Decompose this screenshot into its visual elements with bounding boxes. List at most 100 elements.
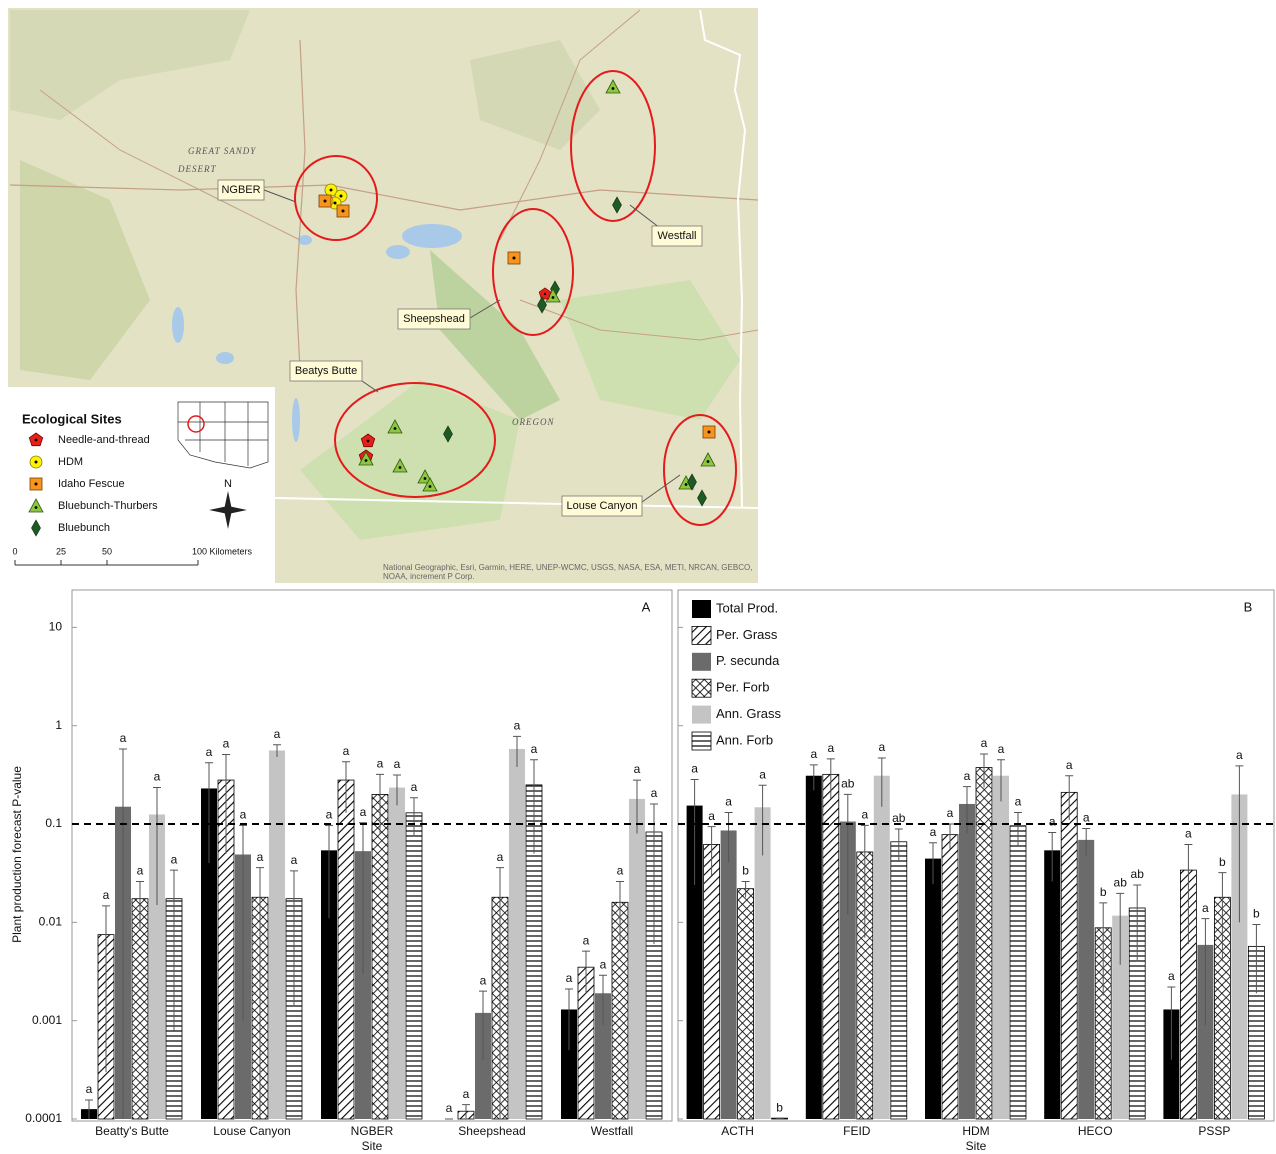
bar bbox=[389, 788, 405, 1119]
y-tick-label: 0.0001 bbox=[25, 1111, 62, 1125]
bar bbox=[942, 835, 958, 1119]
attribution: National Geographic, Esri, Garmin, HERE,… bbox=[383, 563, 752, 572]
legend-label: Per. Grass bbox=[716, 627, 778, 642]
scale-label: 100 Kilometers bbox=[192, 546, 253, 556]
significance-letter: ab bbox=[841, 777, 855, 791]
lake bbox=[216, 352, 234, 364]
lake bbox=[292, 398, 300, 442]
marker-idaho-fescue bbox=[703, 426, 715, 438]
significance-letter: a bbox=[600, 957, 607, 971]
significance-letter: a bbox=[531, 742, 538, 756]
significance-letter: a bbox=[827, 741, 834, 755]
x-axis-label: Site bbox=[362, 1139, 383, 1153]
significance-letter: a bbox=[878, 740, 885, 754]
x-tick-label: HDM bbox=[962, 1124, 989, 1138]
place-name: OREGON bbox=[512, 417, 555, 427]
significance-letter: a bbox=[240, 808, 247, 822]
map-legend-item: HDM bbox=[58, 456, 83, 468]
significance-letter: a bbox=[86, 1082, 93, 1096]
scale-label: 25 bbox=[56, 546, 66, 556]
significance-letter: a bbox=[360, 805, 367, 819]
map-legend-item: Needle-and-thread bbox=[58, 434, 150, 446]
marker-idaho-fescue bbox=[337, 205, 349, 217]
place-name: DESERT bbox=[177, 164, 217, 174]
lake bbox=[402, 224, 462, 248]
bar bbox=[704, 844, 720, 1119]
x-tick-label: PSSP bbox=[1198, 1124, 1230, 1138]
significance-letter: a bbox=[566, 971, 573, 985]
significance-letter: a bbox=[154, 770, 161, 784]
x-tick-label: HECO bbox=[1078, 1124, 1113, 1138]
place-name: GREAT SANDY bbox=[188, 146, 256, 156]
y-tick-label: 0.001 bbox=[32, 1013, 62, 1027]
bar bbox=[132, 899, 148, 1119]
significance-letter: a bbox=[1049, 815, 1056, 829]
significance-letter: a bbox=[998, 742, 1005, 756]
significance-letter: a bbox=[1015, 795, 1022, 809]
significance-letter: b bbox=[1253, 907, 1260, 921]
significance-letter: a bbox=[171, 852, 178, 866]
legend-symbol bbox=[30, 456, 42, 468]
lake bbox=[172, 307, 184, 343]
legend-swatch bbox=[692, 600, 711, 618]
legend-symbol bbox=[30, 478, 42, 490]
significance-letter: a bbox=[1083, 811, 1090, 825]
map-legend-item: Bluebunch bbox=[58, 522, 110, 534]
site-label: Sheepshead bbox=[403, 313, 465, 325]
legend-swatch bbox=[692, 653, 711, 671]
significance-letter: a bbox=[964, 769, 971, 783]
y-tick-label: 10 bbox=[49, 620, 63, 634]
significance-letter: a bbox=[446, 1101, 453, 1115]
significance-letter: a bbox=[137, 864, 144, 878]
significance-letter: a bbox=[480, 973, 487, 987]
figure: GREAT SANDY DESERT OREGON bbox=[0, 0, 1276, 1154]
bar bbox=[806, 776, 822, 1119]
x-tick-label: Westfall bbox=[591, 1124, 633, 1138]
x-tick-label: Beatty's Butte bbox=[95, 1124, 169, 1138]
significance-letter: a bbox=[810, 747, 817, 761]
attribution: NOAA, increment P Corp. bbox=[383, 572, 474, 581]
y-tick-label: 0.1 bbox=[45, 816, 62, 830]
compass-label: N bbox=[224, 478, 232, 490]
marker-idaho-fescue bbox=[508, 252, 520, 264]
significance-letter: a bbox=[223, 737, 230, 751]
map-legend-item: Idaho Fescue bbox=[58, 478, 125, 490]
significance-letter: ab bbox=[1131, 867, 1145, 881]
significance-letter: a bbox=[634, 762, 641, 776]
y-axis-label: Plant production forecast P-value bbox=[10, 766, 24, 943]
map-legend-title: Ecological Sites bbox=[22, 411, 122, 426]
legend-swatch bbox=[692, 679, 711, 697]
bar bbox=[959, 804, 975, 1119]
bar bbox=[629, 799, 645, 1119]
significance-letter: a bbox=[1185, 827, 1192, 841]
bar bbox=[372, 794, 388, 1119]
marker-idaho-fescue bbox=[319, 195, 331, 207]
significance-letter: a bbox=[411, 780, 418, 794]
x-axis-label: Site bbox=[966, 1139, 987, 1153]
significance-letter: a bbox=[394, 757, 401, 771]
significance-letter: a bbox=[1066, 758, 1073, 772]
x-tick-label: Louse Canyon bbox=[213, 1124, 290, 1138]
significance-letter: a bbox=[343, 744, 350, 758]
significance-letter: a bbox=[981, 736, 988, 750]
bar bbox=[891, 842, 907, 1119]
panel-label: B bbox=[1244, 599, 1253, 614]
significance-letter: a bbox=[377, 757, 384, 771]
scale-label: 50 bbox=[102, 546, 112, 556]
legend-label: P. secunda bbox=[716, 653, 780, 668]
legend-swatch bbox=[692, 732, 711, 750]
significance-letter: a bbox=[514, 718, 521, 732]
lake bbox=[298, 235, 312, 245]
significance-letter: a bbox=[463, 1087, 470, 1101]
significance-letter: a bbox=[947, 806, 954, 820]
x-tick-label: NGBER bbox=[351, 1124, 394, 1138]
map-legend-item: Bluebunch-Thurbers bbox=[58, 500, 158, 512]
site-label: NGBER bbox=[221, 184, 260, 196]
legend-label: Ann. Forb bbox=[716, 732, 773, 747]
legend-label: Ann. Grass bbox=[716, 706, 782, 721]
significance-letter: a bbox=[725, 795, 732, 809]
significance-letter: a bbox=[617, 864, 624, 878]
bar bbox=[925, 859, 941, 1119]
bar bbox=[823, 774, 839, 1119]
significance-letter: a bbox=[103, 888, 110, 902]
